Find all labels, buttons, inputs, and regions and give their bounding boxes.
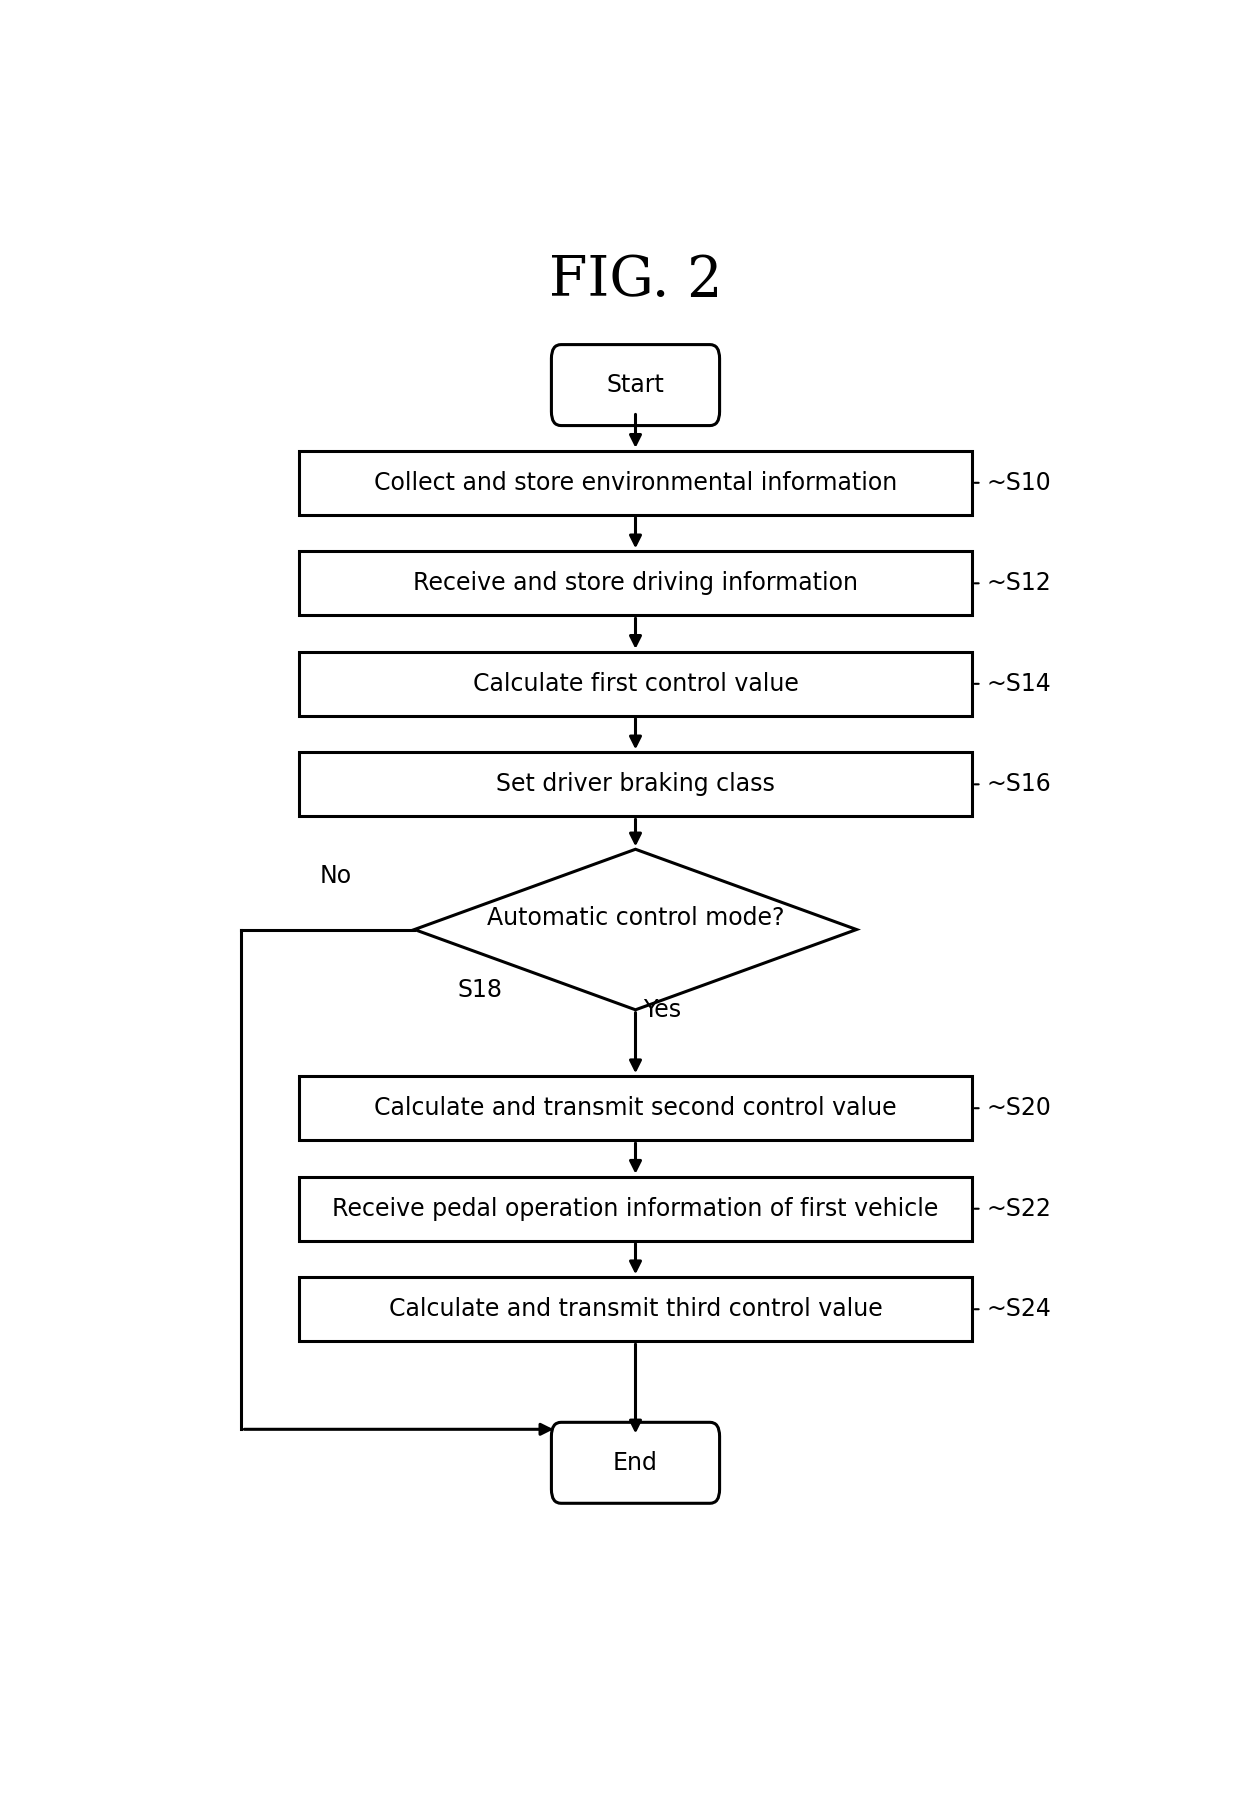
Text: Automatic control mode?: Automatic control mode? [487,906,784,930]
Text: ~S20: ~S20 [986,1097,1052,1120]
Bar [299,651,972,716]
Text: Calculate and transmit third control value: Calculate and transmit third control val… [388,1298,883,1322]
Bar [299,1177,972,1240]
Text: Receive pedal operation information of first vehicle: Receive pedal operation information of f… [332,1197,939,1220]
Text: Start: Start [606,373,665,397]
Text: ~S10: ~S10 [986,471,1052,495]
Text: End: End [613,1450,658,1474]
Polygon shape [414,848,857,1010]
Text: S18: S18 [458,977,502,1001]
Text: Calculate first control value: Calculate first control value [472,673,799,696]
Text: Yes: Yes [644,999,681,1023]
Text: ~S14: ~S14 [986,673,1052,696]
Text: Collect and store environmental information: Collect and store environmental informat… [374,471,897,495]
FancyBboxPatch shape [552,344,719,426]
FancyBboxPatch shape [552,1423,719,1503]
Text: Set driver braking class: Set driver braking class [496,772,775,796]
Bar [299,551,972,615]
Bar [299,1077,972,1140]
Bar [299,752,972,816]
Text: Receive and store driving information: Receive and store driving information [413,571,858,595]
Text: Calculate and transmit second control value: Calculate and transmit second control va… [374,1097,897,1120]
Text: No: No [320,865,352,888]
Text: ~S12: ~S12 [986,571,1052,595]
Text: ~S22: ~S22 [986,1197,1052,1220]
Text: FIG. 2: FIG. 2 [549,254,722,308]
Text: ~S24: ~S24 [986,1298,1052,1322]
Bar [299,451,972,515]
Text: ~S16: ~S16 [986,772,1052,796]
Bar [299,1276,972,1342]
